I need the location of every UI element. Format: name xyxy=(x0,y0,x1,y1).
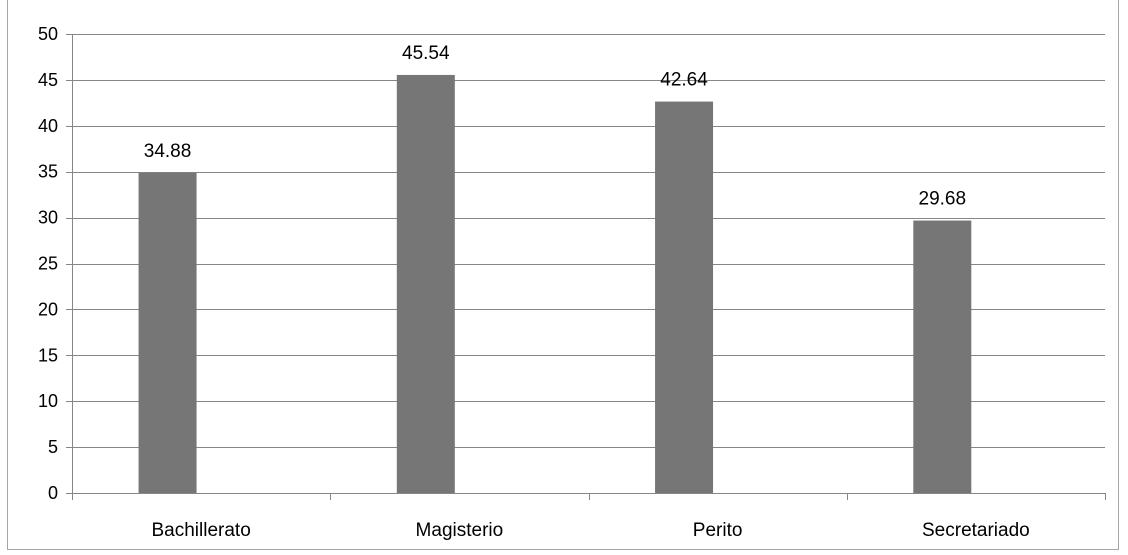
y-tick-label: 0 xyxy=(48,483,58,503)
y-tick-label: 5 xyxy=(48,437,58,457)
y-tick-label: 35 xyxy=(38,162,58,182)
chart-frame xyxy=(7,0,1119,550)
y-tick-label: 25 xyxy=(38,254,58,274)
bar-magisterio xyxy=(396,74,455,493)
data-label: 34.88 xyxy=(144,141,192,162)
y-tick-label: 40 xyxy=(38,116,58,136)
y-tick-label: 15 xyxy=(38,345,58,365)
data-label: 42.64 xyxy=(660,70,708,91)
axes xyxy=(66,34,1106,500)
y-tick-label: 50 xyxy=(38,24,58,44)
bar-perito xyxy=(655,101,714,494)
bar-secretariado xyxy=(913,220,972,493)
labels: 0 5 10 15 20 25 30 35 40 45 50 34.88 Bachillerato 45.… xyxy=(38,24,1030,541)
category-label: Magisterio xyxy=(416,520,504,541)
data-label: 29.68 xyxy=(919,189,967,210)
category-label: Bachillerato xyxy=(151,520,250,541)
gridlines xyxy=(72,34,1105,448)
bars xyxy=(138,74,972,494)
y-tick-label: 30 xyxy=(38,208,58,228)
category-label: Perito xyxy=(693,520,743,541)
bar-bachillerato xyxy=(138,172,197,493)
y-tick-label: 10 xyxy=(38,391,58,411)
y-tick-label: 45 xyxy=(38,70,58,90)
y-tick-label: 20 xyxy=(38,299,58,319)
category-label: Secretariado xyxy=(922,520,1030,541)
data-label: 45.54 xyxy=(402,43,450,64)
